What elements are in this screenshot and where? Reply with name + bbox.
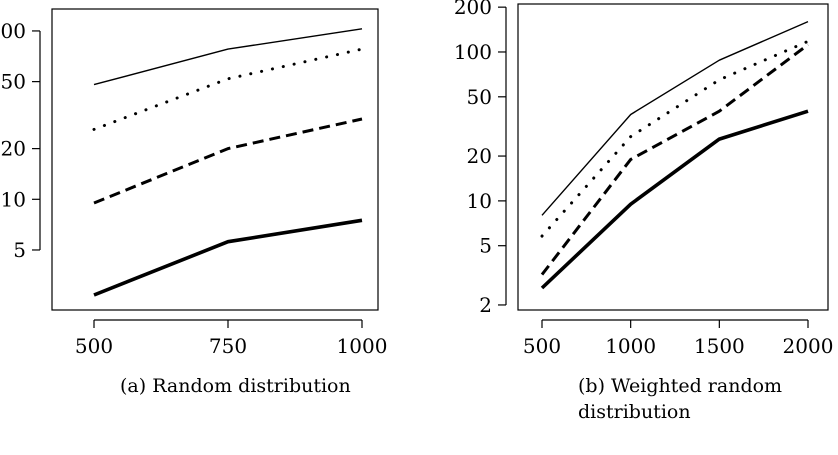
chart-b-x-axis: 500 1000 1500 2000	[523, 319, 834, 358]
chart-b: 500 1000 1500 2000 2 5 10 20 50 100 200	[454, 0, 834, 358]
chart-a-series-layer	[92, 28, 364, 297]
chart-a-caption: (a) Random distribution	[120, 375, 351, 397]
chart-b-y-tick-label: 200	[454, 0, 492, 19]
chart-a-x-axis: 500 750 1000	[75, 319, 388, 358]
chart-a-y-tick-label: 50	[1, 70, 26, 94]
chart-b-y-tick-label: 10	[467, 189, 492, 213]
chart-a-y-tick-label: 100	[0, 19, 26, 43]
chart-a-series-thin-solid-line	[93, 28, 363, 86]
chart-a-series-dashed-line	[93, 117, 363, 205]
chart-b-y-tick-label: 5	[479, 234, 492, 258]
chart-b-x-tick-label: 1000	[605, 334, 656, 358]
chart-a-series-thick-solid-line	[93, 218, 363, 297]
chart-a-series-dotted-line	[92, 47, 364, 131]
chart-b-caption: (b) Weighted random distribution	[578, 375, 783, 423]
chart-a-plot-frame	[51, 8, 379, 311]
chart-b-series-dashed-line	[540, 43, 809, 276]
chart-b-x-tick-label: 1500	[694, 334, 745, 358]
chart-a-x-tick-label: 1000	[337, 334, 388, 358]
chart-b-series-layer	[540, 20, 810, 290]
chart-b-series-thick-solid-line	[540, 109, 809, 290]
chart-a-y-tick-label: 20	[1, 137, 26, 161]
chart-a-y-axis: 5 10 20 50 100	[0, 19, 41, 262]
chart-b-x-tick-label: 2000	[783, 334, 834, 358]
chart-b-y-tick-label: 2	[479, 293, 492, 317]
chart-b-plot-frame	[517, 3, 829, 311]
chart-b-x-tick-label: 500	[523, 334, 561, 358]
chart-b-y-tick-label: 50	[467, 85, 492, 109]
chart-a-y-tick-label: 5	[13, 238, 26, 262]
chart-a-x-tick-label: 750	[209, 334, 247, 358]
chart-b-series-thin-solid-line	[541, 20, 809, 216]
chart-b-series-dotted-line	[540, 39, 810, 238]
chart-a-y-tick-label: 10	[1, 187, 26, 211]
chart-b-y-tick-label: 100	[454, 40, 492, 64]
chart-a-x-tick-label: 500	[75, 334, 113, 358]
chart-b-y-tick-label: 20	[467, 144, 492, 168]
chart-b-y-axis: 2 5 10 20 50 100 200	[454, 0, 507, 317]
